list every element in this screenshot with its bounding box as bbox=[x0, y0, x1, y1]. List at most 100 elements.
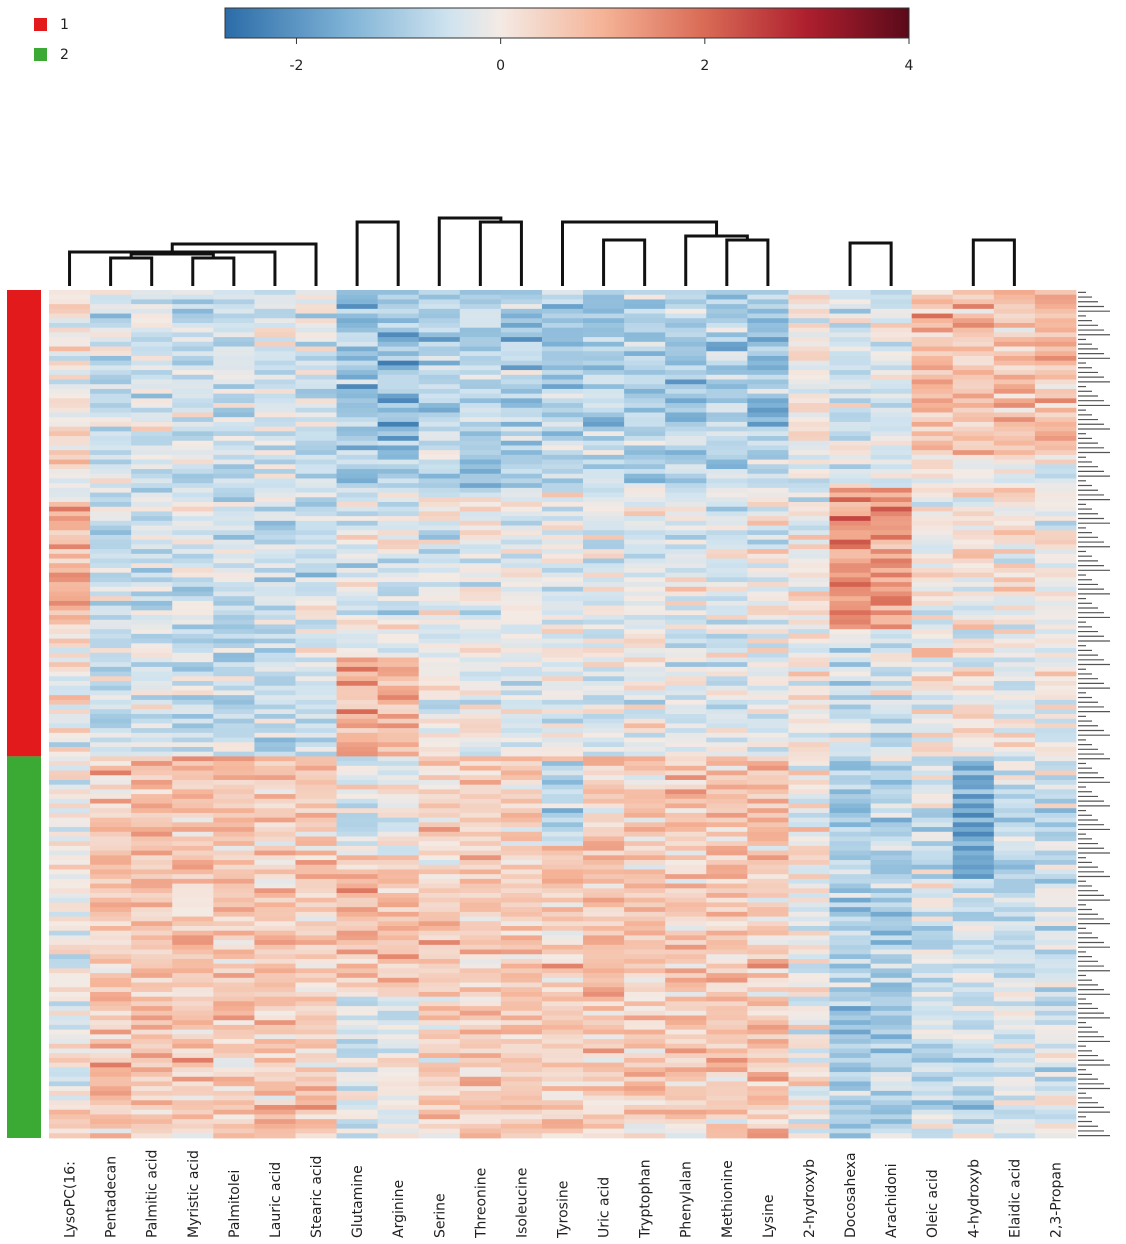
heatmap-cell bbox=[665, 836, 707, 842]
heatmap-cell bbox=[90, 789, 132, 795]
heatmap-cell bbox=[131, 1095, 173, 1101]
heatmap-cell bbox=[747, 704, 789, 710]
heatmap-cell bbox=[500, 836, 543, 842]
heatmap-cell bbox=[829, 977, 871, 983]
heatmap-cell bbox=[624, 662, 666, 668]
heatmap-cell bbox=[500, 803, 543, 809]
heatmap-cell bbox=[500, 1024, 543, 1031]
heatmap-cell bbox=[254, 648, 296, 654]
heatmap-cell bbox=[993, 714, 1036, 720]
heatmap-cell bbox=[172, 591, 214, 597]
heatmap-cell bbox=[952, 624, 995, 630]
heatmap-cell bbox=[911, 502, 954, 508]
heatmap-cell bbox=[418, 841, 461, 847]
heatmap-cell bbox=[624, 968, 666, 974]
heatmap-cell bbox=[90, 563, 132, 569]
heatmap-cell bbox=[541, 502, 584, 508]
heatmap-cell bbox=[952, 732, 995, 738]
heatmap-cell bbox=[131, 497, 173, 503]
heatmap-cell bbox=[213, 341, 255, 347]
heatmap-cell bbox=[952, 1119, 995, 1125]
heatmap-cell bbox=[49, 351, 91, 357]
heatmap-cell bbox=[952, 784, 995, 790]
heatmap-cell bbox=[295, 605, 337, 611]
heatmap-cell bbox=[829, 374, 871, 380]
heatmap-cell bbox=[254, 657, 296, 663]
heatmap-cell bbox=[500, 1048, 543, 1054]
heatmap-cell bbox=[1034, 728, 1077, 734]
heatmap-cell bbox=[172, 930, 214, 936]
heatmap-cell bbox=[131, 563, 173, 569]
heatmap-cell bbox=[172, 365, 214, 371]
heatmap-cell bbox=[583, 586, 625, 592]
heatmap-cell bbox=[459, 935, 502, 941]
heatmap-cell bbox=[952, 600, 995, 607]
heatmap-cell bbox=[172, 633, 214, 640]
heatmap-cell bbox=[993, 337, 1036, 343]
heatmap-cell bbox=[254, 681, 296, 687]
heatmap-cell bbox=[665, 1010, 707, 1016]
heatmap-cell bbox=[418, 355, 461, 362]
heatmap-cell bbox=[295, 520, 337, 526]
heatmap-cell bbox=[788, 436, 830, 442]
heatmap-cell bbox=[336, 1057, 379, 1064]
heatmap-cell bbox=[172, 968, 214, 974]
heatmap-cell bbox=[706, 1057, 748, 1064]
heatmap-cell bbox=[993, 648, 1036, 654]
heatmap-cell bbox=[418, 511, 461, 517]
heatmap-cell bbox=[500, 393, 543, 399]
heatmap-cell bbox=[213, 1053, 255, 1059]
heatmap-cell bbox=[747, 954, 789, 960]
heatmap-cell bbox=[172, 751, 214, 757]
heatmap-cell bbox=[665, 779, 707, 786]
heatmap-cell bbox=[172, 911, 214, 917]
heatmap-cell bbox=[624, 1109, 666, 1115]
heatmap-cell bbox=[911, 756, 954, 762]
heatmap-cell bbox=[254, 459, 296, 465]
heatmap-cell bbox=[829, 1076, 871, 1082]
heatmap-cell bbox=[500, 935, 543, 941]
heatmap-cell bbox=[911, 737, 954, 743]
heatmap-cell bbox=[295, 337, 337, 343]
heatmap-cell bbox=[49, 313, 91, 319]
heatmap-cell bbox=[541, 1119, 584, 1125]
heatmap-cell bbox=[500, 586, 543, 592]
heatmap-cell bbox=[459, 436, 502, 442]
heatmap-cell bbox=[418, 1015, 461, 1021]
heatmap-cell bbox=[418, 779, 461, 786]
heatmap-cell bbox=[870, 294, 913, 300]
heatmap-cell bbox=[295, 351, 337, 357]
heatmap-cell bbox=[993, 318, 1036, 324]
heatmap-cell bbox=[952, 860, 995, 866]
heatmap-cell bbox=[911, 341, 954, 347]
heatmap-cell bbox=[90, 1015, 132, 1021]
heatmap-cell bbox=[49, 770, 91, 776]
heatmap-cell bbox=[336, 1133, 379, 1139]
heatmap-cell bbox=[1034, 341, 1077, 347]
heatmap-cell bbox=[377, 605, 420, 611]
heatmap-cell bbox=[911, 1034, 954, 1040]
heatmap-cell bbox=[788, 831, 830, 837]
heatmap-cell bbox=[500, 596, 543, 602]
heatmap-cell bbox=[788, 374, 830, 380]
heatmap-cell bbox=[336, 883, 379, 889]
heatmap-cell bbox=[213, 605, 255, 611]
heatmap-cell bbox=[377, 318, 420, 324]
heatmap-cell bbox=[788, 525, 830, 531]
heatmap-cell bbox=[788, 1043, 830, 1049]
heatmap-cell bbox=[418, 393, 461, 399]
column-label: 2,3-Propan bbox=[1048, 1162, 1064, 1238]
heatmap-cell bbox=[172, 379, 214, 385]
heatmap-cell bbox=[706, 341, 748, 347]
column-label: Lysine bbox=[761, 1195, 777, 1238]
heatmap-cell bbox=[911, 1020, 954, 1026]
heatmap-cell bbox=[336, 563, 379, 569]
heatmap-cell bbox=[624, 473, 666, 479]
heatmap-cell bbox=[500, 732, 543, 738]
heatmap-cell bbox=[213, 930, 255, 936]
heatmap-cell bbox=[1034, 935, 1077, 941]
heatmap-cell bbox=[870, 1090, 913, 1096]
heatmap-cell bbox=[665, 308, 707, 314]
heatmap-cell bbox=[788, 666, 830, 672]
heatmap-cell bbox=[747, 699, 789, 705]
